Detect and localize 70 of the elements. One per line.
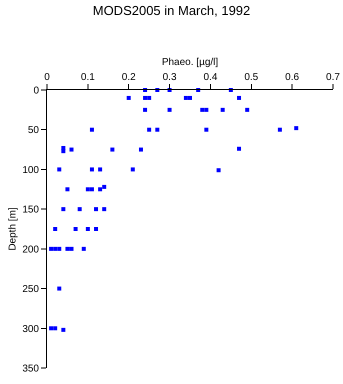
point xyxy=(204,108,208,112)
y-tick-label: 350 xyxy=(22,364,40,374)
point xyxy=(138,148,143,152)
point xyxy=(110,148,114,152)
point xyxy=(53,246,58,251)
point xyxy=(98,187,102,192)
y-tick-label: 250 xyxy=(22,284,40,296)
point xyxy=(53,326,58,330)
point xyxy=(82,246,86,251)
x-tick-label: 0.5 xyxy=(244,72,259,83)
x-tick-label: 0.6 xyxy=(285,72,300,83)
point xyxy=(147,128,152,132)
x-axis-title: Phaeo. [µg/l] xyxy=(162,57,218,68)
point xyxy=(57,286,62,291)
point xyxy=(90,167,94,172)
point xyxy=(168,108,172,112)
point xyxy=(237,146,242,151)
point xyxy=(94,227,98,231)
point xyxy=(237,96,242,100)
point xyxy=(278,128,282,132)
point xyxy=(90,128,94,132)
point xyxy=(70,148,74,152)
point xyxy=(143,96,148,100)
point xyxy=(245,108,250,112)
chart-title: MODS2005 in March, 1992 xyxy=(92,2,250,18)
point xyxy=(65,187,70,192)
point xyxy=(65,246,70,251)
point xyxy=(98,167,102,172)
point xyxy=(61,207,66,212)
point xyxy=(86,227,90,231)
point xyxy=(102,207,106,212)
point xyxy=(155,128,160,132)
y-tick-label: 100 xyxy=(22,164,40,176)
point xyxy=(61,328,66,332)
point xyxy=(130,167,135,172)
point xyxy=(70,246,74,251)
y-tick-label: 0 xyxy=(33,86,40,96)
point xyxy=(57,167,62,172)
point xyxy=(49,246,54,251)
point xyxy=(188,96,192,100)
y-tick-label: 300 xyxy=(22,324,40,335)
point xyxy=(126,96,131,100)
y-tick-label: 50 xyxy=(28,125,40,136)
point xyxy=(61,149,66,154)
point xyxy=(184,96,188,100)
x-tick-label: 0.1 xyxy=(80,72,96,83)
point xyxy=(200,108,204,112)
point xyxy=(294,126,298,130)
point xyxy=(74,227,78,231)
x-tick-label: 0.3 xyxy=(162,72,177,83)
x-tick-label: 0.7 xyxy=(326,72,340,83)
point xyxy=(86,187,90,192)
y-tick-label: 150 xyxy=(22,204,40,216)
point xyxy=(147,96,152,100)
point xyxy=(57,246,62,251)
point xyxy=(220,108,225,112)
point xyxy=(143,108,148,112)
point xyxy=(204,128,208,132)
point xyxy=(53,227,58,231)
point xyxy=(49,326,54,330)
x-tick-label: 0 xyxy=(44,72,50,83)
point xyxy=(94,207,98,212)
x-tick-label: 0.4 xyxy=(203,72,218,83)
point xyxy=(102,184,106,189)
point xyxy=(216,168,221,172)
y-axis-title: Depth [m] xyxy=(7,207,18,251)
x-tick-label: 0.2 xyxy=(122,72,136,83)
point xyxy=(78,207,82,212)
point xyxy=(90,187,94,192)
y-tick-label: 200 xyxy=(22,244,40,256)
